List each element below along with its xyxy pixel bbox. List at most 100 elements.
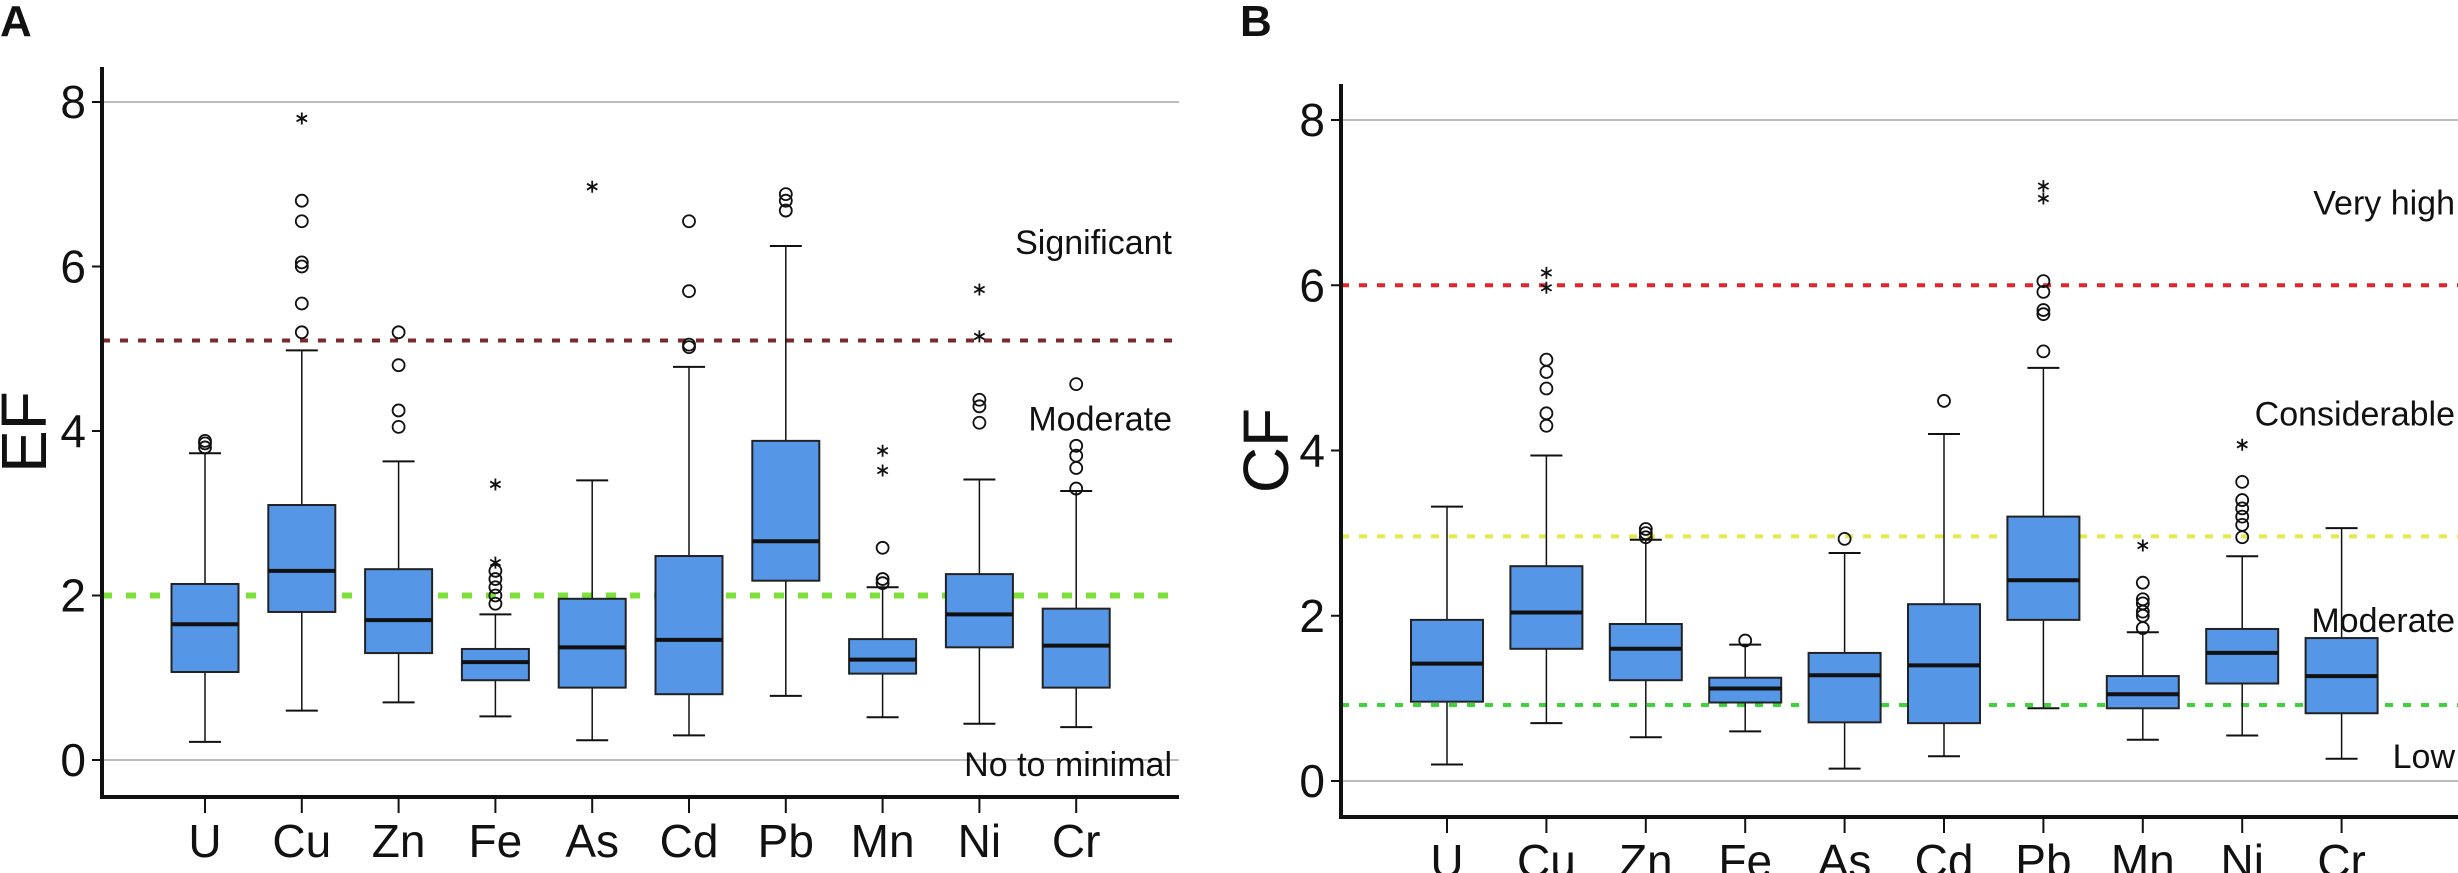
outlier-point [1638,526,1653,541]
zone-label: Significant [1015,224,1172,262]
outlier-point [2135,575,2150,590]
extreme-point [489,478,502,491]
outlier-point [1937,394,1951,408]
outlier-point [778,193,793,208]
x-tick-label: Mn [2111,835,2175,873]
panel-a: A 0 2 4 6 8 EF Significant Moderate No to minimal… [0,0,1179,867]
outlier-point [1638,522,1653,536]
box-mn: Mn [2105,539,2180,873]
y-tick-label: 4 [60,405,86,457]
box-cu: Cu [267,112,337,867]
iqr-box [2105,675,2180,710]
iqr-box [2006,515,2081,621]
outlier-point [1069,481,1084,496]
zone-label: Low [2393,738,2456,776]
y-tick-label: 2 [60,570,86,622]
extreme-point [2037,180,2050,193]
y-axis-label: EF [0,391,60,473]
iqr-box [944,573,1014,649]
outlier-point [875,540,890,555]
zone-label: Considerable [2255,395,2455,433]
outlier-point [1069,461,1084,475]
outlier-point [778,203,793,218]
extreme-point [1540,281,1553,294]
outlier-point [2235,509,2250,524]
outlier-point [682,337,696,352]
y-tick-label: 8 [1299,94,1325,146]
iqr-box [170,582,240,673]
y-tick-label: 0 [60,734,86,786]
extreme-point [2236,438,2248,451]
outlier-point [972,415,987,430]
outlier-point [391,358,406,373]
box-zn: Zn [1608,522,1683,873]
outlier-point [294,325,309,340]
outlier-point [682,214,696,229]
outlier-point [2036,284,2051,299]
outlier-point [2235,517,2250,532]
outlier-point [875,576,890,591]
outlier-point [2036,274,2051,289]
box-cr: Cr [2304,527,2379,873]
outlier-point [488,588,503,603]
zone-label: Moderate [2311,602,2455,640]
y-tick-label: 2 [1299,590,1325,642]
outlier-point [294,259,309,274]
iqr-box [1041,607,1111,689]
extreme-point [2137,539,2149,552]
x-tick-label: U [188,815,221,867]
outlier-point [1069,377,1084,392]
x-tick-label: Zn [1619,835,1673,873]
panel-label: B [1240,0,1272,46]
iqr-box [848,638,918,675]
outlier-point [2036,307,2051,322]
zone-label: Moderate [1028,401,1172,439]
outlier-point [198,433,212,448]
iqr-box [654,555,724,696]
outlier-point [1069,438,1084,453]
outlier-point [1638,530,1653,545]
x-tick-label: Fe [469,815,523,867]
iqr-box [557,597,627,689]
y-tick-label: 4 [1299,425,1325,477]
box-mn: Mn [848,444,918,867]
iqr-box [267,504,337,613]
outlier-point [972,392,987,407]
panel-label: A [0,0,32,46]
outlier-point [294,214,309,229]
outlier-point [488,572,503,586]
box-zn: Zn [364,325,434,867]
y-tick-label: 6 [60,241,86,293]
outlier-point [2135,596,2150,611]
box-u: U [1410,505,1484,873]
extreme-point [973,330,986,343]
extreme-point [2037,192,2050,205]
outlier-point [198,440,212,455]
outlier-point [2235,493,2250,507]
outlier-point [294,255,309,270]
iqr-box [2205,627,2280,685]
outlier-point [682,284,696,299]
y-tick-label: 6 [1299,259,1325,311]
extreme-point [1540,266,1553,279]
box-cr: Cr [1041,377,1111,867]
x-tick-label: Cu [272,815,331,867]
outlier-point [972,399,987,414]
outlier-point [391,403,406,418]
x-tick-label: Zn [372,815,426,867]
x-tick-label: Pb [2015,835,2071,873]
outlier-point [1738,633,1753,648]
outlier-point [1539,406,1554,421]
iqr-box [460,647,530,682]
box-ni: Ni [2205,438,2280,873]
x-tick-label: As [565,815,619,867]
iqr-box [1807,651,1882,724]
extreme-point [296,112,308,125]
box-cu: Cu [1509,266,1584,873]
box-as: As [557,180,627,867]
zone-label: No to minimal [964,746,1172,784]
x-tick-label: Cu [1517,835,1576,873]
outlier-point [1539,381,1554,396]
iqr-box [1509,565,1584,650]
